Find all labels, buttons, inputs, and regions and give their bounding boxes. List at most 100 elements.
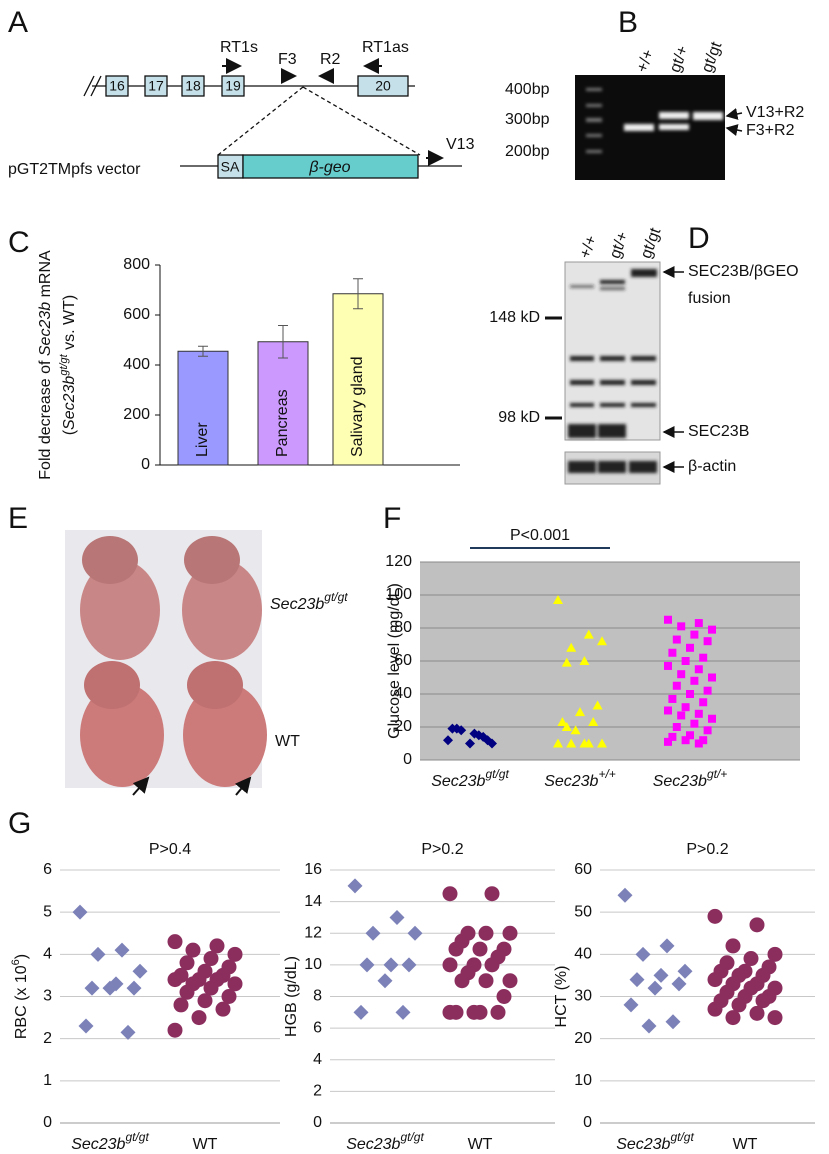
point [579, 738, 590, 748]
break-mark [83, 75, 95, 97]
y-tick-label: 100 [385, 586, 412, 603]
category-name: WT [193, 1136, 218, 1153]
panel-label: A [8, 6, 28, 39]
exon [144, 75, 168, 97]
point [677, 670, 686, 679]
point [466, 1004, 482, 1020]
point [167, 1022, 183, 1038]
point [78, 1018, 94, 1034]
point [664, 706, 672, 715]
y-tick-label: 8 [313, 988, 322, 1005]
bar-label: Liver [194, 422, 211, 457]
point [703, 686, 712, 695]
point [664, 661, 672, 670]
point [185, 942, 201, 958]
exon-label: 20 [375, 78, 391, 94]
bar [177, 350, 229, 466]
ladder-band [586, 88, 602, 91]
category-sup: gt/+ [707, 767, 727, 781]
point [749, 917, 765, 933]
point [557, 717, 568, 727]
point [694, 619, 703, 628]
mouse-head [84, 661, 140, 709]
size-label: 200bp [505, 143, 550, 160]
mouse [80, 683, 164, 787]
primer-label: R2 [320, 51, 341, 68]
point [694, 665, 703, 674]
blot-band [570, 403, 594, 407]
error-bar [198, 345, 208, 357]
blot-band [600, 280, 625, 284]
y-tick-label: 0 [583, 1114, 592, 1131]
exon-label: 18 [185, 78, 201, 94]
x-tick-label: Sec23bgt/gt [71, 1130, 149, 1153]
y-axis-label: RBC (x 106) [10, 954, 30, 1039]
y-tick-label: 10 [574, 1072, 592, 1089]
blot-band [570, 285, 594, 288]
ladder-band [586, 150, 602, 153]
point [592, 700, 603, 710]
point [359, 957, 375, 973]
point [167, 934, 183, 950]
panel-label: D [688, 222, 710, 255]
blot-band [631, 403, 656, 407]
label-part: Fold decrease of [37, 356, 54, 480]
exon-label: 19 [225, 78, 241, 94]
x-tick-label: Sec23bgt/gt [346, 1130, 424, 1153]
point [454, 973, 470, 989]
point [597, 636, 607, 646]
gel [575, 75, 725, 180]
y-tick-label: 50 [574, 903, 592, 920]
band-label: V13+R2 [746, 104, 804, 121]
point [448, 941, 464, 957]
point [395, 1004, 411, 1020]
point [472, 941, 488, 957]
point [553, 594, 563, 604]
point [677, 622, 686, 631]
point [668, 694, 677, 703]
point [671, 976, 687, 992]
y-tick-label: 40 [574, 946, 592, 963]
y-tick-label: 6 [43, 861, 52, 878]
x-tick-label: Sec23bgt/+ [653, 767, 728, 790]
point [570, 725, 581, 735]
point [686, 643, 694, 652]
y-axis-label: HGB (g/dL) [283, 956, 300, 1037]
lane-label: gt/gt [699, 39, 726, 75]
exon-label: 17 [148, 78, 164, 94]
category-sup: gt/gt [485, 767, 509, 781]
point [484, 886, 500, 902]
primer-label: F3 [278, 51, 297, 68]
point [227, 946, 243, 962]
mouse-photo [65, 530, 267, 796]
y-tick-label: 80 [394, 619, 412, 636]
y-axis-label: (Sec23bgt/gt vs. WT) [58, 295, 78, 436]
break-mark [90, 75, 102, 97]
point [575, 707, 585, 717]
y-tick-label: 16 [304, 861, 322, 878]
ladder-band [586, 118, 602, 122]
marker-label: 148 kD [489, 309, 540, 326]
gel-band [659, 112, 689, 119]
blot-band [570, 356, 594, 361]
point [443, 735, 453, 746]
gel-band [693, 112, 723, 120]
x-tick-label: WT [193, 1136, 218, 1153]
point [617, 887, 633, 903]
geo-label: β-geo [308, 159, 350, 176]
point [664, 737, 672, 746]
point [353, 1004, 369, 1020]
y-tick-label: 200 [123, 406, 150, 423]
point [707, 1001, 723, 1017]
point [672, 723, 681, 731]
label-part: 6 [10, 959, 22, 965]
point [84, 980, 100, 996]
y-tick-label: 4 [43, 946, 52, 963]
category-sup: gt/gt [125, 1130, 149, 1144]
point [653, 967, 669, 983]
point [442, 957, 458, 973]
point [743, 951, 759, 967]
point [566, 642, 577, 652]
point [665, 1014, 681, 1030]
y-tick-label: 6 [313, 1019, 322, 1036]
